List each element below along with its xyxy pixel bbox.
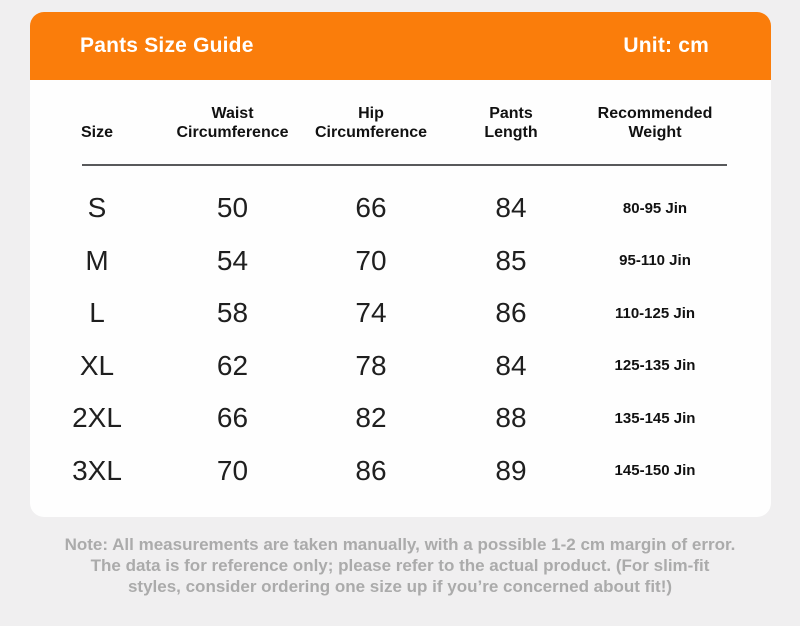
size-guide-header: Pants Size Guide Unit: cm [30, 12, 771, 80]
cell-weight: 95-110 Jin [619, 252, 691, 270]
note-line: The data is for reference only; please r… [90, 556, 710, 575]
cell-waist: 70 [216, 454, 249, 486]
table-row: M 54 70 85 95-110 Jin [30, 235, 729, 288]
cell-hip: 66 [355, 192, 387, 224]
column-header-weight: Recommended Weight [597, 105, 713, 141]
cell-hip: 82 [355, 402, 387, 434]
cell-hip: 86 [355, 454, 387, 486]
cell-size: S [87, 192, 107, 224]
cell-size: M [85, 244, 109, 276]
table-row: 3XL 70 86 89 145-150 Jin [30, 445, 729, 498]
cell-waist: 58 [216, 297, 249, 329]
cell-length: 88 [495, 402, 527, 434]
column-header-size: Size [80, 124, 113, 141]
cell-length: 85 [495, 244, 527, 276]
cell-hip: 70 [355, 244, 387, 276]
note-text: Note: All measurements are taken manuall… [0, 534, 800, 597]
cell-weight: 110-125 Jin [614, 304, 696, 322]
cell-weight: 125-135 Jin [614, 357, 696, 375]
column-header-length: Pants Length [484, 105, 538, 141]
header-divider [82, 164, 727, 166]
cell-hip: 78 [355, 349, 387, 381]
cell-length: 86 [495, 297, 527, 329]
cell-weight: 80-95 Jin [622, 199, 688, 217]
unit-label: Unit: cm [623, 34, 709, 57]
table-row: 2XL 66 82 88 135-145 Jin [30, 392, 729, 445]
cell-size: 3XL [72, 454, 122, 486]
page-title: Pants Size Guide [80, 34, 254, 57]
size-guide-card: Pants Size Guide Unit: cm Size Waist Cir… [30, 12, 771, 517]
note-line: styles, consider ordering one size up if… [127, 577, 673, 596]
cell-length: 84 [495, 192, 527, 224]
cell-weight: 145-150 Jin [614, 462, 696, 480]
note-line: Note: All measurements are taken manuall… [64, 535, 736, 554]
cell-waist: 50 [216, 192, 249, 224]
cell-waist: 62 [216, 349, 249, 381]
cell-size: L [89, 297, 105, 329]
cell-size: 2XL [72, 402, 122, 434]
cell-waist: 66 [216, 402, 249, 434]
column-header-waist: Waist Circumference [176, 105, 289, 141]
table-header-row: Size Waist Circumference Hip Circumferen… [30, 104, 771, 142]
cell-waist: 54 [216, 244, 249, 276]
table-row: S 50 66 84 80-95 Jin [30, 182, 729, 235]
cell-weight: 135-145 Jin [614, 409, 696, 427]
table-row: XL 62 78 84 125-135 Jin [30, 340, 729, 393]
cell-size: XL [79, 349, 115, 381]
column-header-hip: Hip Circumference [314, 105, 428, 141]
table-row: L 58 74 86 110-125 Jin [30, 287, 729, 340]
table-body: S 50 66 84 80-95 Jin M 54 70 85 95-110 J… [30, 182, 771, 497]
cell-length: 89 [495, 454, 527, 486]
cell-length: 84 [495, 349, 527, 381]
cell-hip: 74 [355, 297, 387, 329]
